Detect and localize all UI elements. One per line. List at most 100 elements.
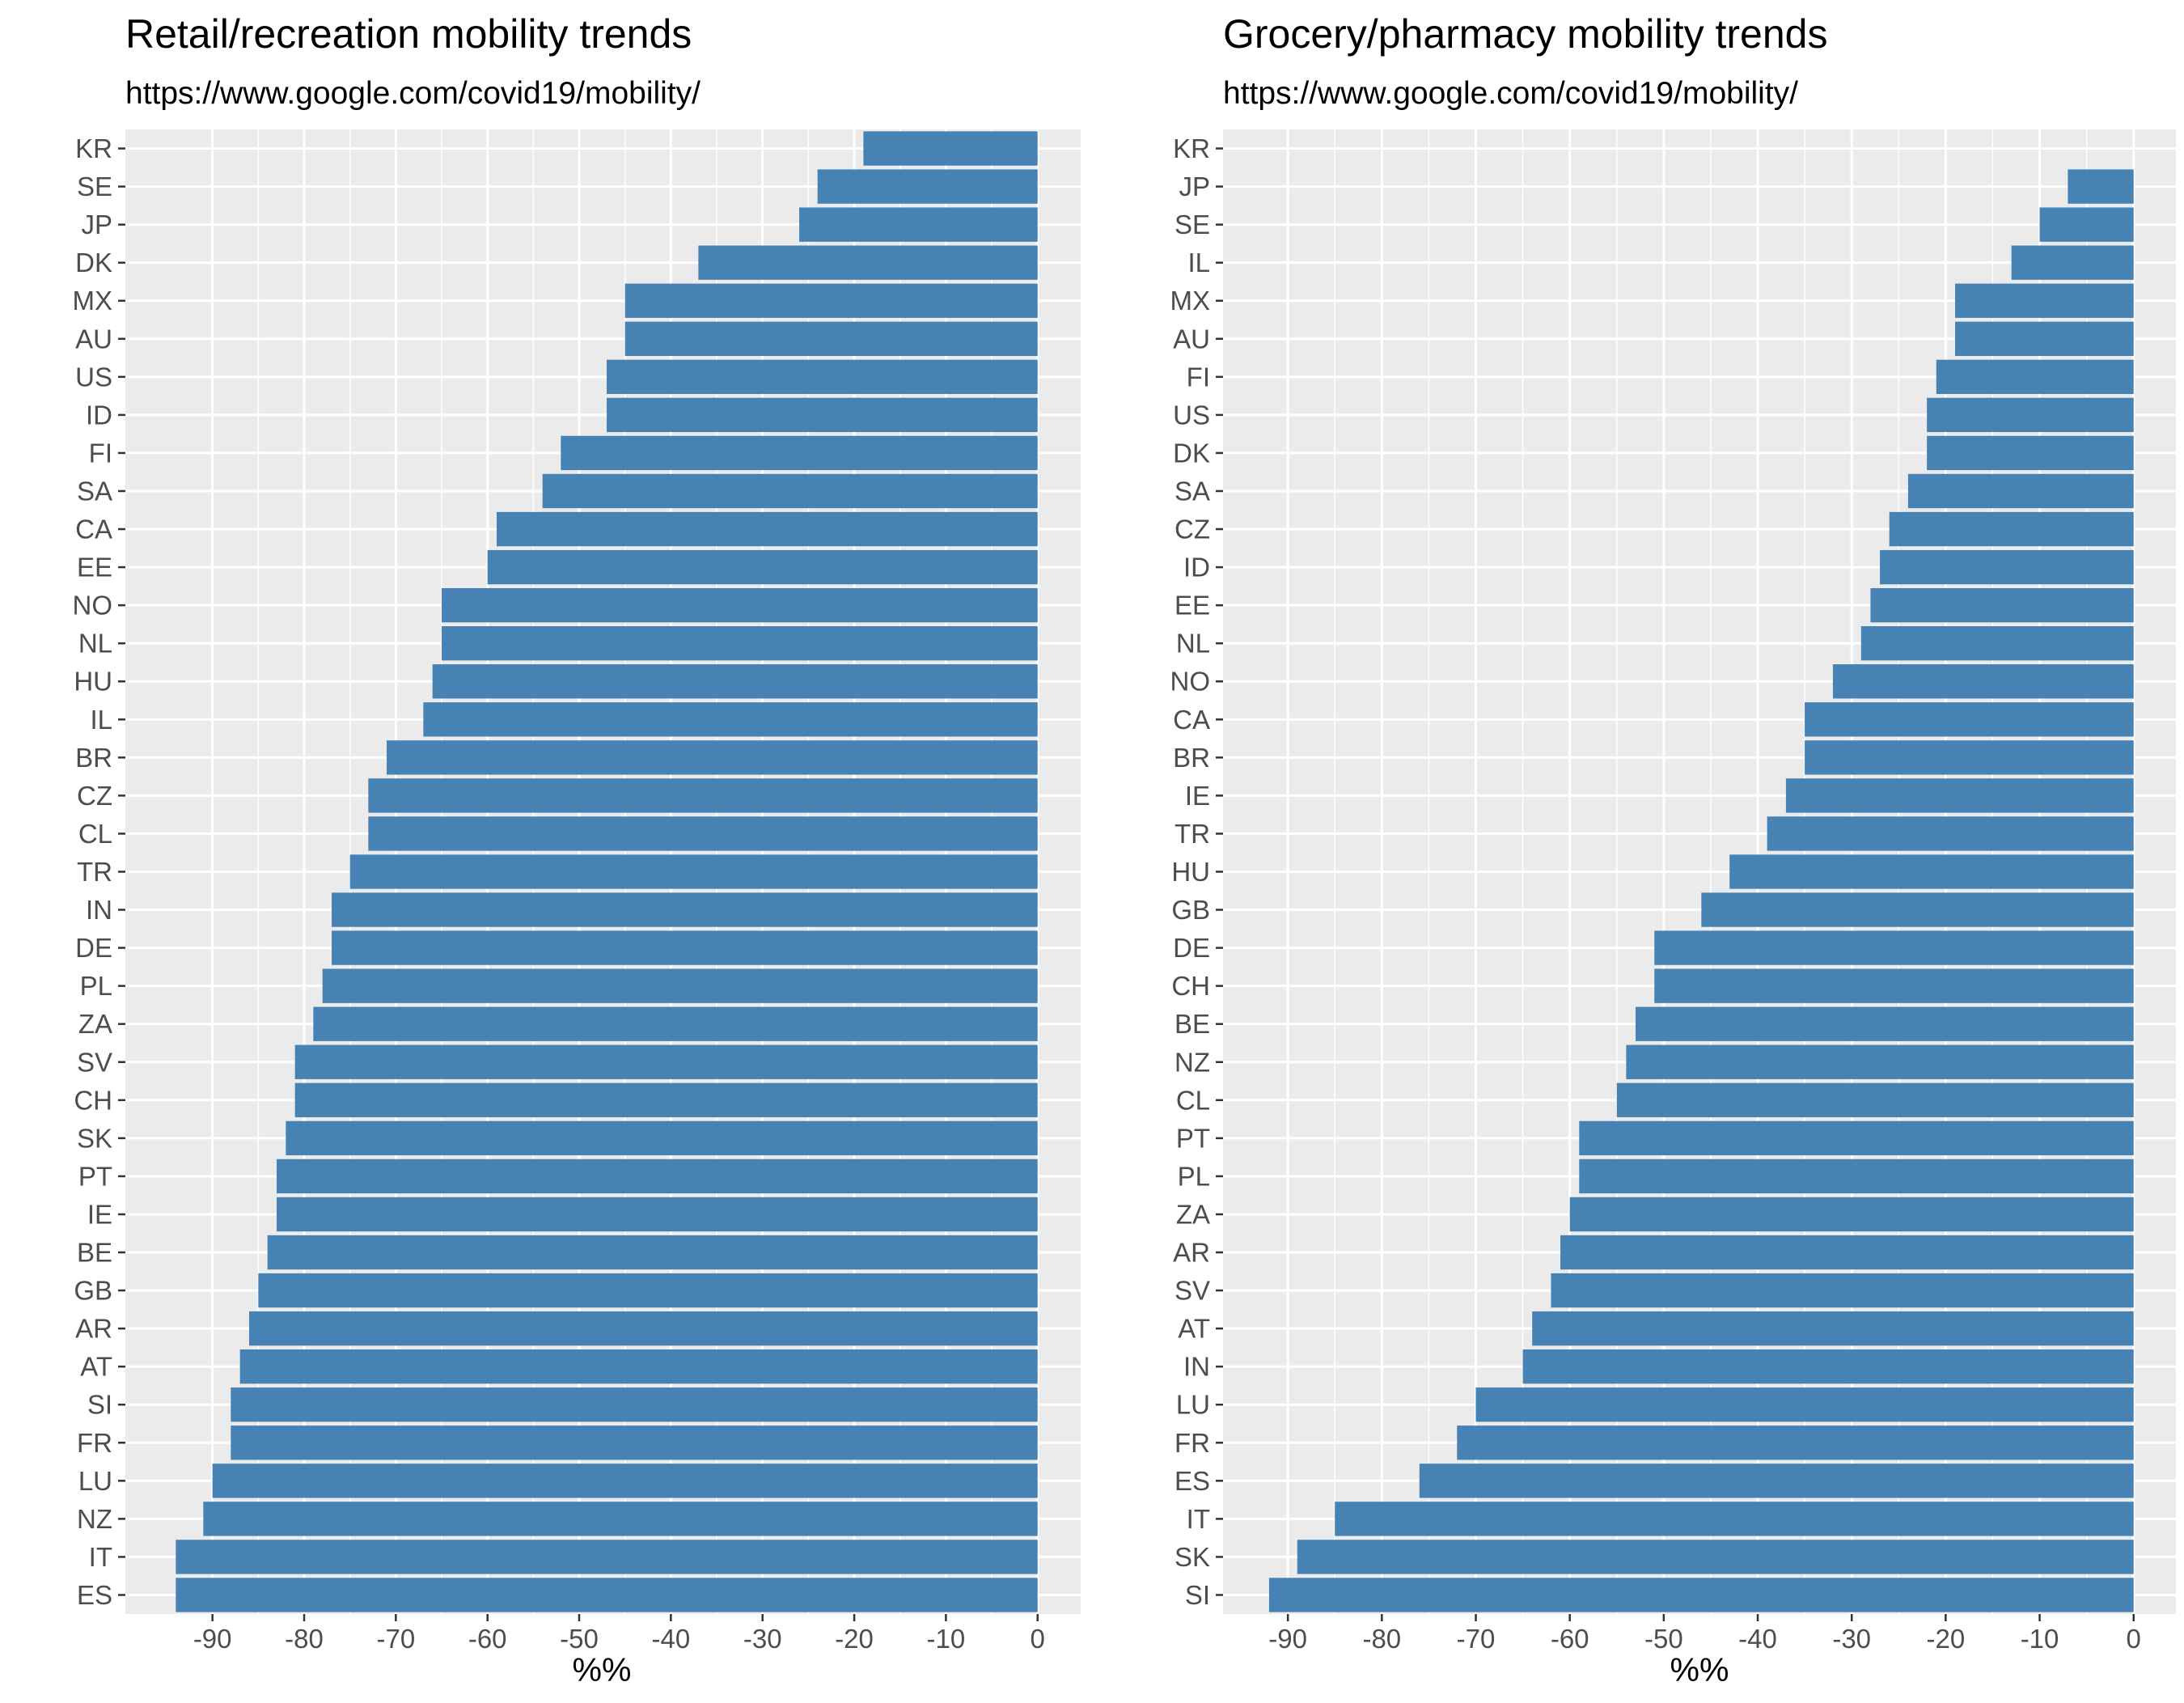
category-label: AT	[80, 1352, 112, 1382]
category-label: IL	[1187, 248, 1210, 277]
x-tick-label: -50	[560, 1624, 599, 1654]
category-label: DK	[1173, 438, 1210, 468]
category-label: JP	[1179, 172, 1210, 201]
bar	[1927, 397, 2134, 433]
bar	[1954, 283, 2134, 318]
category-label: DE	[75, 933, 112, 963]
category-label: LU	[78, 1466, 112, 1496]
bar	[231, 1426, 1038, 1460]
x-tick-label: -10	[2021, 1624, 2059, 1654]
bar	[1701, 892, 2134, 927]
category-label: PL	[1178, 1161, 1210, 1191]
bar	[277, 1197, 1038, 1232]
category-label: SA	[77, 476, 112, 506]
bar	[176, 1578, 1038, 1612]
category-label: FR	[77, 1428, 112, 1458]
bar	[1579, 1121, 2134, 1156]
bar	[1785, 778, 2134, 813]
category-label: TR	[77, 857, 112, 887]
category-label: NZ	[1175, 1047, 1210, 1077]
x-tick-label: -20	[1927, 1624, 1966, 1654]
bar	[267, 1235, 1038, 1270]
bar	[1936, 359, 2134, 395]
bar	[231, 1387, 1038, 1422]
x-tick-label: -80	[1362, 1624, 1401, 1654]
bar	[698, 245, 1038, 280]
category-label: CA	[1173, 705, 1210, 735]
bar	[1532, 1311, 2134, 1346]
bar	[322, 968, 1038, 1003]
category-label: EE	[77, 553, 112, 582]
category-label: CL	[1176, 1085, 1210, 1115]
bar	[294, 1082, 1038, 1117]
category-label: NL	[1176, 629, 1210, 659]
panel-retail: Retail/recreation mobility trends https:…	[73, 11, 1081, 1688]
category-label: IT	[89, 1542, 112, 1572]
x-tick-label: -50	[1644, 1624, 1683, 1654]
category-label: NZ	[77, 1504, 112, 1534]
category-label: CH	[74, 1085, 112, 1115]
x-tick-label: -30	[743, 1624, 782, 1654]
bar	[2039, 207, 2134, 242]
category-label: PL	[80, 971, 112, 1001]
chart-title: Retail/recreation mobility trends	[125, 11, 692, 57]
category-label: NL	[78, 629, 112, 659]
bar	[487, 549, 1038, 585]
bar	[176, 1540, 1038, 1574]
category-label: ID	[1183, 553, 1210, 582]
category-label: CZ	[1175, 515, 1210, 544]
category-label: FI	[1187, 362, 1210, 392]
category-label: MX	[1170, 286, 1211, 316]
category-label: SA	[1175, 476, 1210, 506]
bar	[1522, 1349, 2134, 1384]
bar	[249, 1311, 1038, 1346]
bar	[1860, 626, 2134, 661]
bar	[1268, 1578, 2134, 1612]
bar	[1832, 664, 2134, 699]
category-label: ID	[86, 400, 112, 430]
category-label: SI	[87, 1390, 112, 1420]
bar	[1927, 435, 2134, 471]
bar	[799, 207, 1038, 242]
category-label: IL	[90, 705, 112, 735]
x-tick-label: -70	[377, 1624, 416, 1654]
bar	[1654, 930, 2134, 965]
bar	[442, 587, 1038, 623]
bar	[1569, 1197, 2134, 1232]
chart-title: Grocery/pharmacy mobility trends	[1223, 11, 1827, 57]
category-label: ES	[77, 1580, 112, 1610]
bar	[497, 511, 1038, 547]
bar	[1579, 1159, 2134, 1194]
category-label: KR	[1173, 133, 1210, 163]
x-tick-label: -80	[285, 1624, 324, 1654]
bar	[1335, 1502, 2134, 1536]
x-axis-title: %%	[1670, 1651, 1729, 1688]
bar	[332, 930, 1038, 965]
bar	[1551, 1273, 2134, 1308]
bar	[294, 1044, 1038, 1079]
x-tick-label: -20	[835, 1624, 874, 1654]
category-label: US	[75, 362, 112, 392]
category-label: CH	[1171, 971, 1210, 1001]
bar	[442, 626, 1038, 661]
bar	[332, 892, 1038, 927]
bar	[1457, 1426, 2134, 1460]
bar	[561, 435, 1038, 471]
plot-area: KR JP SE IL MX AU FI US DK SA CZ ID EE NL NO CA BR IE TR HU…	[1170, 129, 2176, 1654]
bar	[542, 473, 1038, 509]
x-tick-label: -70	[1457, 1624, 1496, 1654]
x-tick-label: -30	[1832, 1624, 1871, 1654]
category-label: HU	[74, 667, 112, 697]
category-label: BE	[77, 1238, 112, 1268]
bar	[212, 1464, 1038, 1498]
bar	[423, 702, 1038, 737]
bar	[313, 1006, 1038, 1041]
category-label: BR	[1173, 743, 1210, 773]
category-label: SE	[1175, 210, 1210, 239]
bar	[863, 131, 1038, 166]
x-tick-label: -40	[652, 1624, 691, 1654]
bar	[368, 778, 1038, 813]
x-tick-label: 0	[1031, 1624, 1045, 1654]
x-axis-title: %%	[573, 1651, 632, 1688]
